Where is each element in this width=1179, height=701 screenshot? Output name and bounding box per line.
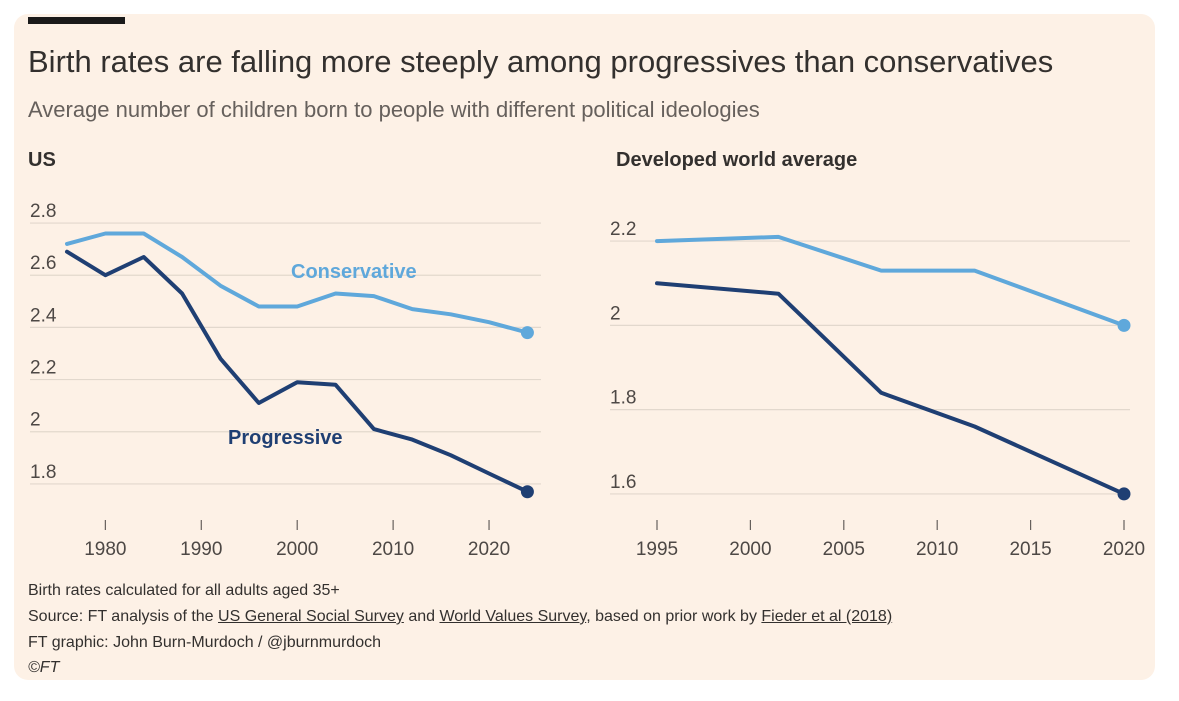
- end-marker-progressive: [520, 485, 534, 499]
- panel-title-developed: Developed world average: [616, 149, 858, 171]
- series-line-progressive: [655, 281, 1126, 496]
- footnote: Birth rates calculated for all adults ag…: [28, 582, 340, 599]
- x-tick-label: 2000: [729, 539, 771, 560]
- x-tick-label: 2010: [372, 539, 414, 560]
- series-line-conservative: [655, 234, 1126, 328]
- end-marker-progressive: [1117, 487, 1131, 501]
- y-tick-label: 1.8: [30, 462, 56, 483]
- y-tick-label: 2.4: [30, 305, 57, 326]
- series-line-conservative: [65, 231, 530, 335]
- y-tick-label: 2: [30, 410, 41, 431]
- chart-card: [14, 14, 1155, 680]
- series-label-conservative: Conservative: [291, 261, 417, 283]
- y-tick-label: 2.6: [30, 253, 56, 274]
- ft-brand-bar: [28, 17, 125, 24]
- x-tick-label: 2010: [916, 539, 958, 560]
- credit-line: FT graphic: John Burn-Murdoch / @jburnmu…: [28, 634, 381, 651]
- source-mid: , based on prior work by: [586, 608, 762, 625]
- source-link-fieder[interactable]: Fieder et al (2018): [761, 608, 893, 625]
- series-label-progressive: Progressive: [228, 427, 343, 449]
- y-tick-label: 2.8: [30, 201, 56, 222]
- source-prefix: Source: FT analysis of the: [28, 608, 219, 625]
- copyright: ©FT: [28, 659, 60, 676]
- x-tick-label: 1980: [84, 539, 126, 560]
- end-marker-conservative: [1117, 318, 1131, 332]
- y-tick-label: 2.2: [30, 358, 56, 379]
- chart-subtitle: Average number of children born to peopl…: [28, 97, 760, 122]
- x-tick-label: 1990: [180, 539, 222, 560]
- y-tick-label: 1.8: [610, 388, 636, 409]
- source-link-gss[interactable]: US General Social Survey: [218, 608, 404, 625]
- x-tick-label: 2000: [276, 539, 318, 560]
- source-link-wvs[interactable]: World Values Survey: [439, 608, 587, 625]
- x-tick-label: 2020: [468, 539, 510, 560]
- panel-title-us: US: [28, 149, 56, 171]
- source-line: Source: FT analysis of the US General So…: [28, 608, 892, 626]
- x-tick-label: 2015: [1009, 539, 1051, 560]
- source-and: and: [403, 608, 440, 625]
- end-marker-conservative: [520, 326, 534, 340]
- x-tick-label: 2005: [823, 539, 865, 560]
- x-tick-label: 1995: [636, 539, 678, 560]
- y-tick-label: 2.2: [610, 219, 636, 240]
- chart-title: Birth rates are falling more steeply amo…: [28, 44, 1054, 79]
- x-tick-label: 2020: [1103, 539, 1145, 560]
- series-line-progressive: [65, 249, 530, 494]
- y-tick-label: 2: [610, 303, 621, 324]
- y-tick-label: 1.6: [610, 472, 636, 493]
